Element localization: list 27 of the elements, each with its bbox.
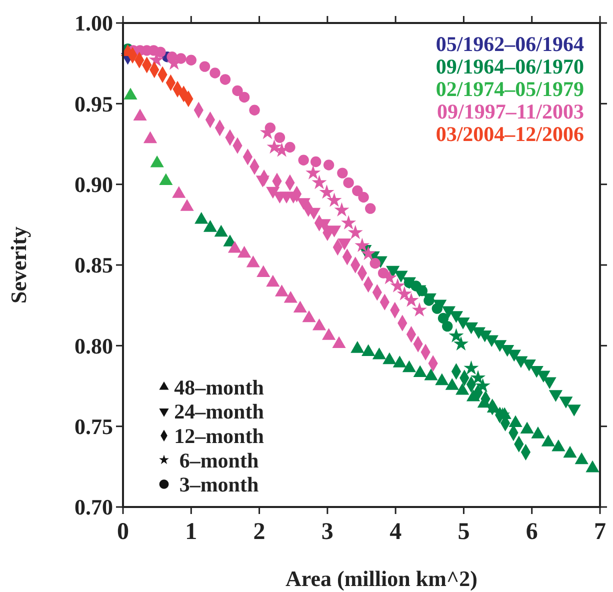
text: 09/1997–11/2003 xyxy=(436,100,584,124)
text: 05/1962–06/1964 xyxy=(436,32,584,56)
x-tick-label: 0 xyxy=(117,519,129,545)
y-axis-title: Severity xyxy=(6,226,31,304)
y-tick-label: 0.70 xyxy=(74,494,113,520)
annotation: 6–month xyxy=(179,448,259,472)
y-tick-label: 0.90 xyxy=(74,172,113,198)
x-axis-title: Area (million km^2) xyxy=(285,566,478,591)
text: 02/1974–05/1979 xyxy=(436,77,584,101)
x-tick-label: 7 xyxy=(594,519,606,545)
annotation: 3–month xyxy=(179,472,259,497)
x-tick-label: 1 xyxy=(185,519,198,545)
x-tick-label: 3 xyxy=(321,519,334,545)
y-tick-label: 0.85 xyxy=(74,252,113,278)
x-tick-label: 2 xyxy=(253,519,266,545)
annotation: 24–month xyxy=(174,400,264,424)
x-tick-label: 5 xyxy=(458,519,470,545)
y-tick-label: 1.00 xyxy=(74,10,113,36)
y-tick-label: 0.80 xyxy=(74,333,113,358)
annotation: 12–month xyxy=(174,424,264,448)
y-tick-label: 0.75 xyxy=(74,414,113,440)
text: 09/1964–06/1970 xyxy=(436,54,584,78)
text: 03/2004–12/2006 xyxy=(436,122,584,146)
x-tick-label: 4 xyxy=(390,519,402,545)
y-tick-label: 0.95 xyxy=(74,91,113,116)
annotation: 48–month xyxy=(174,375,264,400)
x-tick-label: 6 xyxy=(526,519,538,545)
